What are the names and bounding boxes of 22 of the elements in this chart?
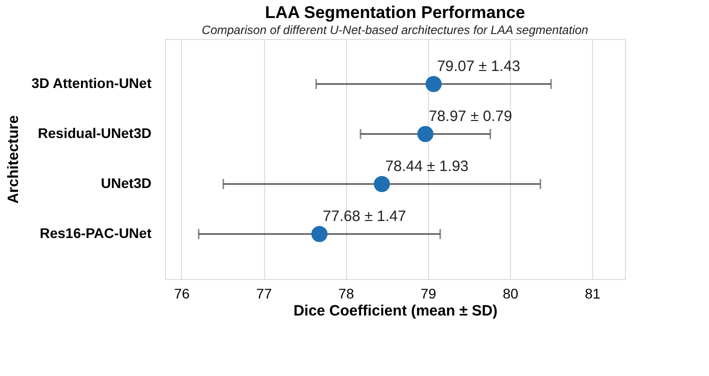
y-tick-label: 3D Attention-UNet <box>31 75 152 91</box>
chart-title: LAA Segmentation Performance <box>264 3 526 22</box>
y-tick-label: UNet3D <box>100 175 152 191</box>
point <box>426 76 442 92</box>
data-label: 78.97 ± 0.79 <box>428 108 512 125</box>
y-tick-label: Res16-PAC-UNet <box>40 225 152 241</box>
x-tick-label: 77 <box>256 286 272 302</box>
y-tick-label: Residual-UNet3D <box>38 125 152 141</box>
x-tick-label: 78 <box>338 286 354 302</box>
x-tick-label: 80 <box>502 286 518 302</box>
x-tick-label: 76 <box>174 286 190 302</box>
x-tick-label: 81 <box>584 286 601 302</box>
data-label: 78.44 ± 1.93 <box>385 158 469 175</box>
x-tick-label: 79 <box>420 286 436 302</box>
x-axis-title: Dice Coefficient (mean ± SD) <box>293 302 498 320</box>
chart-subtitle: Comparison of different U-Net-based architectures for LAA segmentation <box>202 23 589 37</box>
y-axis-title: Architecture <box>4 115 22 204</box>
data-label: 77.68 ± 1.47 <box>322 208 406 225</box>
point <box>374 176 390 192</box>
point <box>417 126 434 142</box>
point <box>311 226 328 242</box>
data-label: 79.07 ± 1.43 <box>436 58 520 75</box>
